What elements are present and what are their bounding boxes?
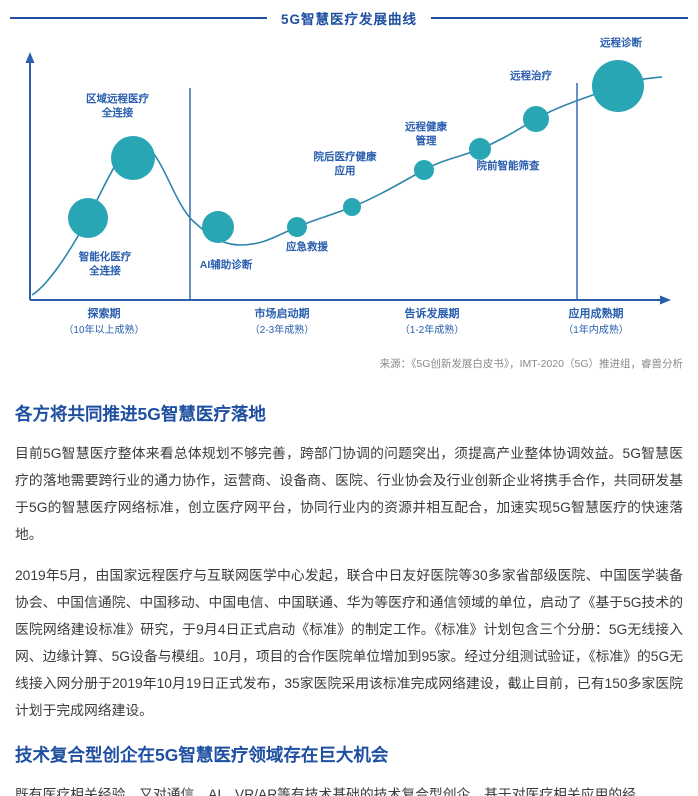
phase-name: 应用成熟期 xyxy=(568,308,624,320)
article-body: 来源：《5G创新发展白皮书》，IMT-2020（5G）推进组，睿兽分析 各方将共… xyxy=(15,356,683,796)
phase-name: 告诉发展期 xyxy=(404,308,460,320)
curve-chart-canvas xyxy=(25,52,671,305)
bubble-remote-health-management xyxy=(414,160,434,180)
phase-label-mature-application: 应用成熟期 （1年内成熟） xyxy=(536,308,656,337)
milestone-label: 院后医疗健康 应用 xyxy=(313,151,377,177)
section-heading-2: 技术复合型创企在5G智慧医疗领域存在巨大机会 xyxy=(15,745,389,765)
header-rule-right xyxy=(431,17,689,19)
header-rule-left xyxy=(10,17,267,19)
milestone-label: 院前智能筛查 xyxy=(476,160,540,172)
bubble-intelligent-medical xyxy=(68,198,108,238)
bubble-remote-treatment xyxy=(523,106,549,132)
phase-label-market-launch: 市场启动期 （2-3年成熟） xyxy=(222,308,342,337)
bubble-pre-hospital-screening xyxy=(469,138,491,160)
milestone-label: 远程健康 管理 xyxy=(405,121,447,147)
milestone-label: 应急救援 xyxy=(286,241,328,253)
phase-name: 市场启动期 xyxy=(254,308,310,320)
body-paragraph: 既有医疗相关经验，又对通信、AI、VR/AR等有技术基础的技术复合型创企，基于对… xyxy=(15,787,636,796)
bubble-emergency-rescue xyxy=(287,217,307,237)
page-header: 5G智慧医疗发展曲线 xyxy=(10,8,689,28)
body-paragraph: 2019年5月，由国家远程医疗与互联网医学中心发起，联合中日友好医院等30多家省… xyxy=(15,568,683,718)
bubble-post-hospital-health xyxy=(343,198,361,216)
body-paragraph: 目前5G智慧医疗整体来看总体规划不够完善，跨部门协调的问题突出，须提高产业整体协… xyxy=(15,446,683,542)
chart-title: 5G智慧医疗发展曲线 xyxy=(281,12,418,27)
development-curve-chart: 智能化医疗 全连接 区域远程医疗 全连接 AI辅助诊断 应急救援 院后医疗健康 … xyxy=(0,0,698,348)
x-axis-arrow-icon xyxy=(660,295,671,305)
phase-maturity: （10年以上成熟） xyxy=(63,325,145,336)
bubble-remote-diagnosis xyxy=(592,60,644,112)
phase-label-exploration: 探索期 （10年以上成熟） xyxy=(44,308,164,337)
source-note: 来源：《5G创新发展白皮书》，IMT-2020（5G）推进组，睿兽分析 xyxy=(379,358,683,370)
phase-maturity: （2-3年成熟） xyxy=(249,325,315,336)
bubble-ai-assisted-diagnosis xyxy=(202,211,234,243)
phase-maturity: （1-2年成熟） xyxy=(399,325,465,336)
phase-label-rapid-growth: 告诉发展期 （1-2年成熟） xyxy=(372,308,492,337)
milestone-label: 远程治疗 xyxy=(510,70,552,82)
milestone-label: 远程诊断 xyxy=(600,37,642,49)
milestone-label: AI辅助诊断 xyxy=(199,259,253,271)
milestone-label: 区域远程医疗 全连接 xyxy=(86,93,149,119)
phase-maturity: （1年内成熟） xyxy=(563,325,629,336)
bubble-regional-telemedicine xyxy=(111,136,155,180)
y-axis-arrow-icon xyxy=(25,52,35,63)
section-heading-1: 各方将共同推进5G智慧医疗落地 xyxy=(15,404,266,424)
milestone-label: 智能化医疗 全连接 xyxy=(78,251,132,277)
phase-name: 探索期 xyxy=(87,308,121,320)
